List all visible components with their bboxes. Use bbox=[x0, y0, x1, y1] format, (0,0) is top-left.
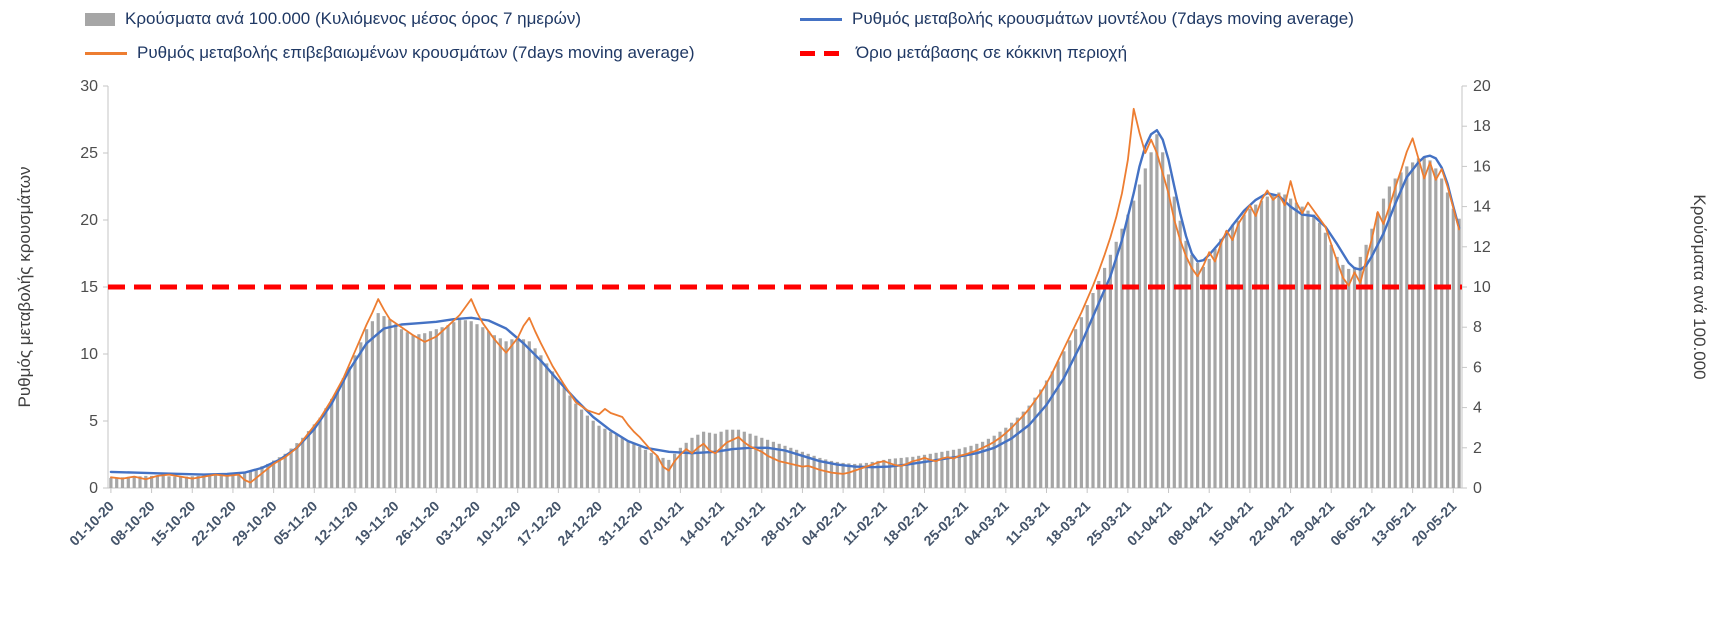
legend-label-cases-bars: Κρούσματα ανά 100.000 (Κυλιόμενος μέσος … bbox=[125, 9, 582, 28]
svg-text:5: 5 bbox=[89, 413, 98, 430]
svg-text:14: 14 bbox=[1473, 199, 1491, 216]
legend-label-confirmed-line: Ρυθμός μεταβολής επιβεβαιωμένων κρουσμάτ… bbox=[137, 43, 695, 62]
svg-text:04-02-21: 04-02-21 bbox=[798, 498, 849, 549]
svg-text:4: 4 bbox=[1473, 400, 1482, 417]
legend-label-threshold: Όριο μετάβασης σε κόκκινη περιοχή bbox=[856, 43, 1128, 62]
svg-text:05-11-20: 05-11-20 bbox=[270, 498, 321, 549]
model-rate-line bbox=[109, 129, 1461, 476]
svg-text:18: 18 bbox=[1473, 118, 1491, 135]
cases-rate-chart-canvas: 0 5 10 15 20 25 30 0 2 4 6 8 10 12 14 16 18 20 01-10-2008-… bbox=[15, 78, 1709, 549]
x-axis-date-labels: 01-10-2008-10-2015-10-2022-10-2029-10-20… bbox=[66, 488, 1460, 549]
svg-text:2: 2 bbox=[1473, 440, 1482, 457]
svg-text:30: 30 bbox=[80, 78, 98, 95]
left-axis-title: Ρυθμός μεταβολής κρουσμάτων bbox=[15, 167, 34, 408]
legend-item-model-line: Ρυθμός μεταβολής κρουσμάτων μοντέλου (7d… bbox=[800, 8, 1354, 30]
svg-text:25: 25 bbox=[80, 145, 98, 162]
bar-series-swatch-icon bbox=[85, 12, 115, 26]
svg-text:12: 12 bbox=[1473, 239, 1491, 256]
svg-text:6: 6 bbox=[1473, 359, 1482, 376]
svg-text:10: 10 bbox=[80, 346, 98, 363]
right-axis-title: Κρούσματα ανά 100.000 bbox=[1690, 194, 1709, 379]
legend-item-confirmed-line: Ρυθμός μεταβολής επιβεβαιωμένων κρουσμάτ… bbox=[85, 42, 800, 64]
threshold-dash-swatch-icon bbox=[800, 50, 846, 56]
confirmed-rate-line bbox=[110, 107, 1460, 484]
svg-text:29-10-20: 29-10-20 bbox=[229, 498, 280, 549]
svg-text:19-11-20: 19-11-20 bbox=[351, 498, 402, 549]
svg-text:20: 20 bbox=[80, 212, 98, 229]
svg-text:20: 20 bbox=[1473, 78, 1491, 95]
svg-text:04-03-21: 04-03-21 bbox=[961, 498, 1012, 549]
right-axis-ticks: 0 2 4 6 8 10 12 14 16 18 20 bbox=[1462, 78, 1491, 497]
svg-text:12-11-20: 12-11-20 bbox=[311, 498, 362, 549]
confirmed-line-swatch-icon bbox=[85, 51, 127, 55]
legend-item-cases-bars: Κρούσματα ανά 100.000 (Κυλιόμενος μέσος … bbox=[85, 8, 800, 30]
legend-label-model-line: Ρυθμός μεταβολής κρουσμάτων μοντέλου (7d… bbox=[852, 9, 1354, 28]
svg-text:20-05-21: 20-05-21 bbox=[1408, 498, 1459, 549]
svg-text:0: 0 bbox=[1473, 480, 1482, 497]
model-line-swatch-icon bbox=[800, 17, 842, 21]
legend-item-threshold: Όριο μετάβασης σε κόκκινη περιοχή bbox=[800, 42, 1354, 64]
svg-text:16: 16 bbox=[1473, 158, 1491, 175]
cases-bars-series bbox=[109, 134, 1461, 489]
svg-text:8: 8 bbox=[1473, 319, 1482, 336]
chart-legend: Κρούσματα ανά 100.000 (Κυλιόμενος μέσος … bbox=[85, 8, 1354, 64]
svg-text:0: 0 bbox=[89, 480, 98, 497]
left-axis-ticks: 0 5 10 15 20 25 30 bbox=[80, 78, 108, 497]
svg-text:15: 15 bbox=[80, 279, 98, 296]
svg-text:10: 10 bbox=[1473, 279, 1491, 296]
